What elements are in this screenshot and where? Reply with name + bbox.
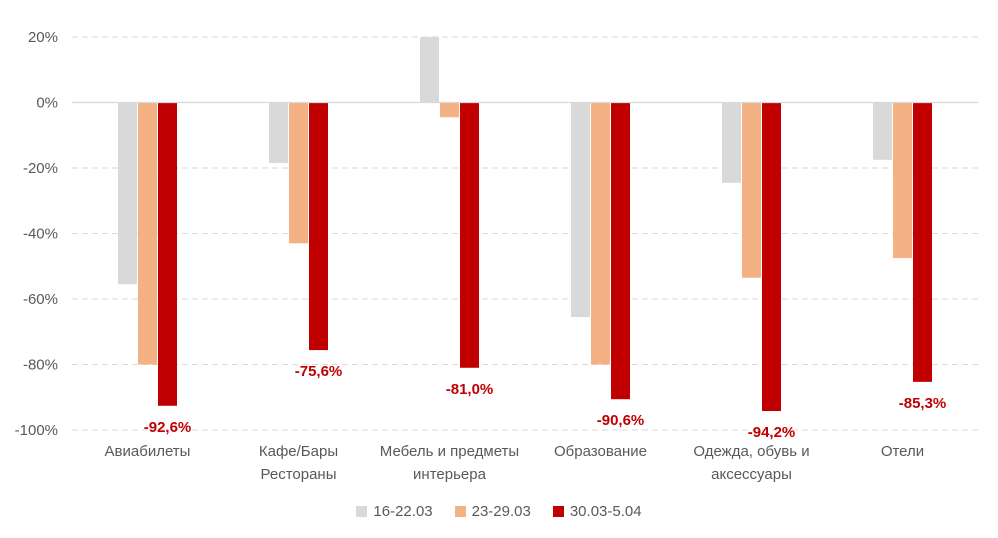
- y-tick-label: -80%: [23, 357, 58, 374]
- bar: [118, 102, 137, 285]
- x-category-label: Мебель и предметы: [380, 443, 519, 460]
- bar: [913, 102, 932, 382]
- x-category-label: интерьера: [413, 466, 487, 483]
- x-category-label: Отели: [881, 443, 924, 460]
- y-tick-label: 0%: [36, 95, 58, 112]
- x-category-label: Образование: [554, 443, 647, 460]
- bar: [611, 102, 630, 400]
- x-category-label: аксессуары: [711, 466, 792, 483]
- y-tick-label: 20%: [28, 29, 58, 46]
- bar: [873, 102, 892, 160]
- bar: [591, 102, 610, 365]
- bar: [722, 102, 741, 183]
- legend-item: 30.03-5.04: [552, 503, 642, 520]
- legend-swatch: [454, 506, 466, 517]
- data-label: -75,6%: [295, 363, 343, 380]
- y-tick-label: -100%: [15, 422, 58, 439]
- legend-swatch: [356, 506, 368, 517]
- data-label: -90,6%: [597, 412, 645, 429]
- legend-item: 16-22.03: [356, 503, 433, 520]
- legend-swatch: [552, 506, 564, 517]
- bar: [571, 102, 590, 318]
- bar: [460, 102, 479, 368]
- legend-label: 16-22.03: [373, 503, 433, 520]
- bar-chart: 20% 0% -20% -40% -60% -80% -100% -92,6% -75,6% -8…: [15, 29, 978, 483]
- bar: [742, 102, 761, 278]
- y-tick-label: -40%: [23, 226, 58, 243]
- x-category-label: Кафе/Бары: [259, 443, 338, 460]
- bar: [289, 102, 308, 244]
- bar: [158, 102, 177, 406]
- legend-label: 30.03-5.04: [569, 503, 642, 520]
- bar: [269, 102, 288, 164]
- data-label: -85,3%: [899, 395, 947, 412]
- bar: [420, 37, 439, 103]
- bar: [309, 102, 328, 351]
- data-label: -94,2%: [748, 424, 796, 441]
- bar: [440, 102, 459, 118]
- legend-item: 23-29.03: [454, 503, 531, 520]
- chart-legend: 16-22.03 23-29.03 30.03-5.04: [0, 503, 998, 520]
- bar: [762, 102, 781, 412]
- bar: [893, 102, 912, 259]
- y-tick-label: -20%: [23, 160, 58, 177]
- data-label: -81,0%: [446, 381, 494, 398]
- x-category-label: Рестораны: [261, 466, 337, 483]
- bar: [138, 102, 157, 365]
- x-category-label: Одежда, обувь и: [693, 443, 809, 460]
- y-tick-label: -60%: [23, 291, 58, 308]
- x-category-label: Авиабилеты: [105, 443, 191, 460]
- legend-label: 23-29.03: [471, 503, 531, 520]
- data-label: -92,6%: [144, 419, 192, 436]
